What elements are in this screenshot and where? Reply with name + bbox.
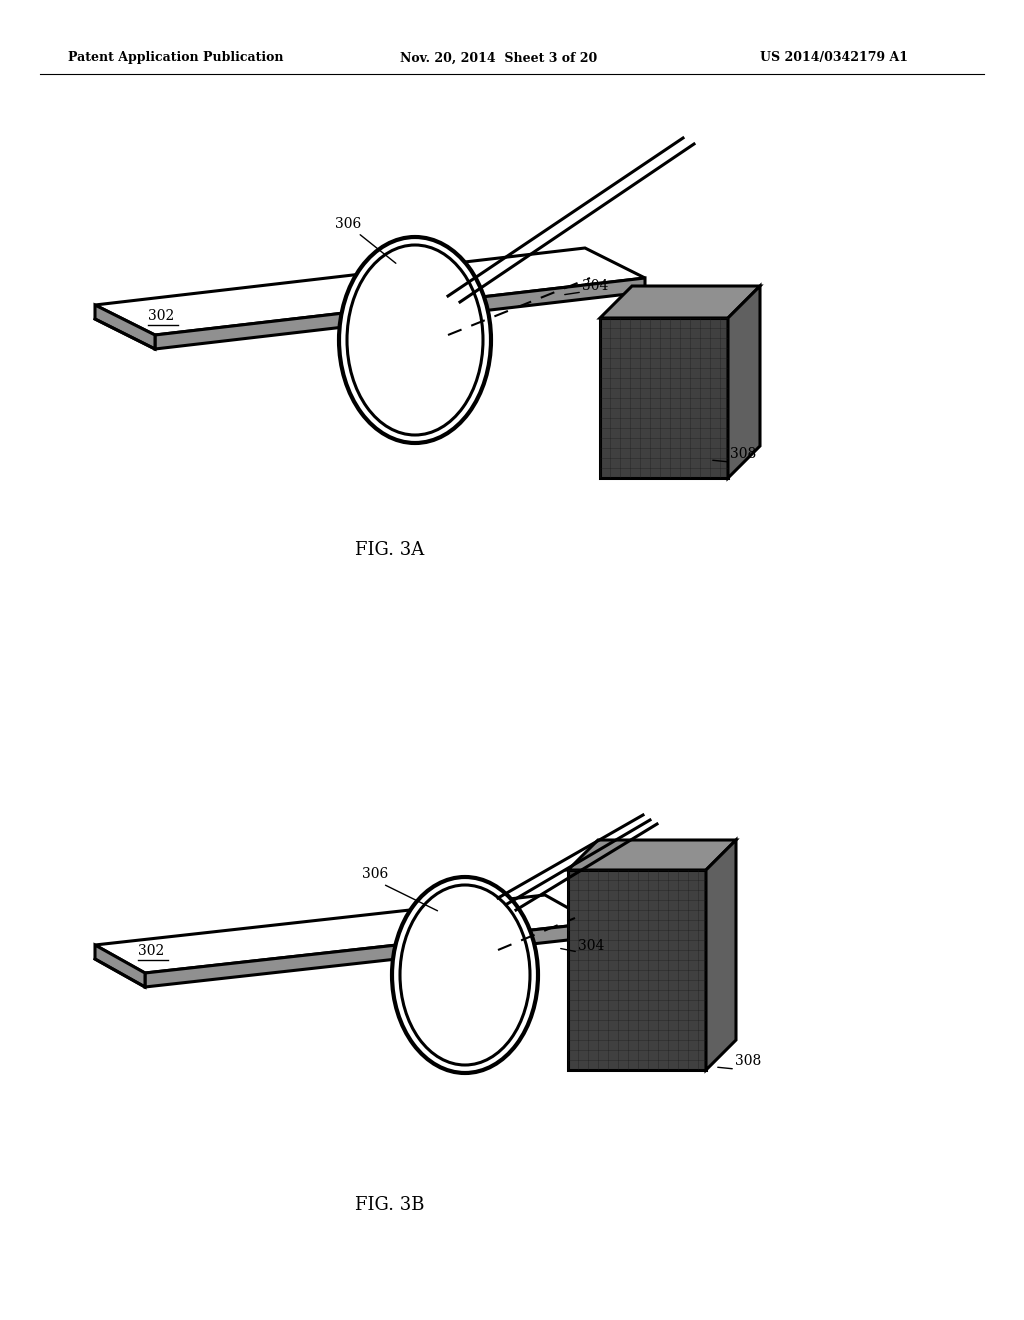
Text: 306: 306: [335, 216, 361, 231]
Text: FIG. 3B: FIG. 3B: [355, 1196, 425, 1214]
Ellipse shape: [339, 238, 490, 444]
Polygon shape: [728, 286, 760, 478]
Polygon shape: [600, 286, 760, 318]
Text: 308: 308: [735, 1053, 761, 1068]
Text: Nov. 20, 2014  Sheet 3 of 20: Nov. 20, 2014 Sheet 3 of 20: [400, 51, 597, 65]
Text: 302: 302: [138, 944, 164, 958]
Polygon shape: [95, 305, 155, 348]
Text: 306: 306: [362, 867, 388, 880]
Polygon shape: [155, 279, 645, 348]
Text: 302: 302: [148, 309, 174, 323]
Ellipse shape: [392, 876, 538, 1073]
Polygon shape: [706, 840, 736, 1071]
Polygon shape: [568, 840, 736, 870]
Text: US 2014/0342179 A1: US 2014/0342179 A1: [760, 51, 908, 65]
Polygon shape: [95, 945, 145, 987]
Text: FIG. 3A: FIG. 3A: [355, 541, 425, 558]
Polygon shape: [568, 870, 706, 1071]
Polygon shape: [95, 248, 645, 335]
Text: 304: 304: [578, 939, 604, 953]
Text: Patent Application Publication: Patent Application Publication: [68, 51, 284, 65]
Text: 308: 308: [730, 447, 757, 461]
Polygon shape: [600, 318, 728, 478]
Polygon shape: [95, 895, 595, 973]
Polygon shape: [145, 923, 595, 987]
Text: 304: 304: [582, 279, 608, 293]
